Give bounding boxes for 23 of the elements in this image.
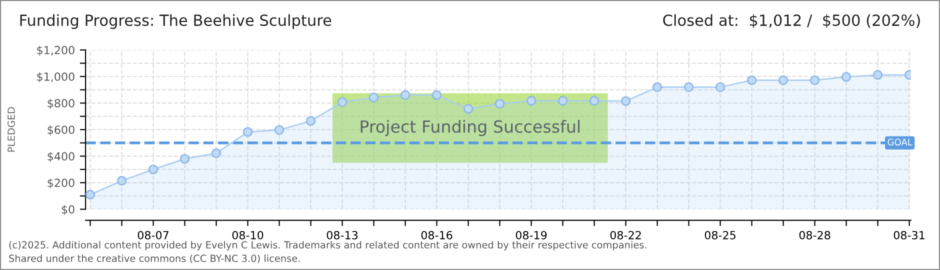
x-tick-label: 08-07 xyxy=(138,230,168,240)
ref-line-label: GOAL xyxy=(888,138,912,146)
y-tick-label: $600 xyxy=(48,125,74,136)
chart-subtitle: Closed at: $1,012 / $500 (202%) xyxy=(663,14,920,28)
x-tick-label: 08-19 xyxy=(516,230,547,240)
annotation: Project Funding Successful xyxy=(360,120,580,136)
x-tick-label: 08-31 xyxy=(894,230,924,240)
y-tick-label: $0 xyxy=(62,205,74,216)
x-tick-label: 08-16 xyxy=(421,230,452,240)
y-tick-label: $1,200 xyxy=(37,46,74,56)
y-tick-label: $800 xyxy=(48,98,74,109)
y-axis-title: PLEDGED xyxy=(8,107,15,152)
y-tick-label: $200 xyxy=(48,178,74,189)
x-tick-label: 08-22 xyxy=(610,230,641,240)
y-tick-label: $400 xyxy=(48,152,74,162)
x-tick-label: 08-10 xyxy=(232,230,264,240)
x-tick-label: 08-28 xyxy=(799,230,830,240)
x-tick-label: 08-13 xyxy=(326,230,358,240)
chart-title: Funding Progress: The Beehive Sculpture xyxy=(20,14,332,29)
x-tick-label: 08-25 xyxy=(704,230,736,240)
text: Shared under the creative commons (CC BY-NC 3.0) license. xyxy=(9,254,300,264)
y-tick-label: $1,000 xyxy=(37,72,74,82)
text: (c)2025. Additional content provided by Evelyn C Lewis. Trademarks and related content are owned by their respective companies. xyxy=(9,240,646,250)
